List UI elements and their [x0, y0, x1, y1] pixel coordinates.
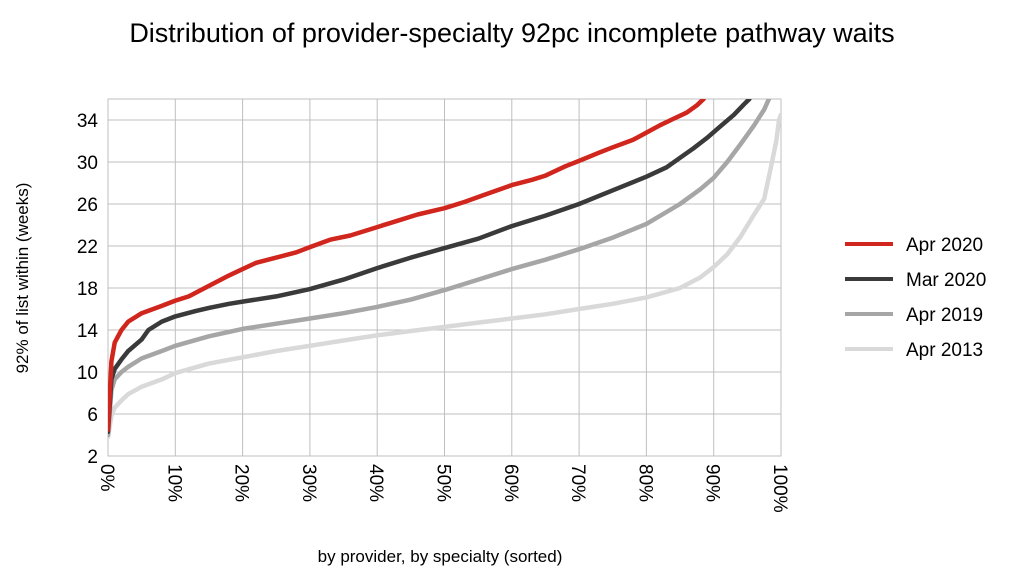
- x-tick-label: 50%: [433, 464, 454, 502]
- legend-label: Apr 2020: [906, 235, 983, 256]
- y-tick-label: 2: [87, 447, 98, 468]
- series-line-apr-2013: [108, 112, 781, 440]
- y-tick-label: 18: [77, 279, 98, 300]
- x-axis-label: by provider, by specialty (sorted): [318, 547, 563, 566]
- x-tick-label: 70%: [567, 464, 588, 502]
- y-tick-label: 6: [87, 405, 98, 426]
- x-tick-label: 30%: [298, 464, 319, 502]
- y-tick-label: 30: [77, 153, 98, 174]
- gridlines: [107, 99, 782, 457]
- x-tick-label: 20%: [231, 464, 252, 502]
- legend-label: Mar 2020: [906, 270, 986, 291]
- y-tick-label: 34: [77, 111, 99, 132]
- legend-label: Apr 2013: [906, 340, 983, 361]
- y-axis-label: 92% of list within (weeks): [13, 183, 32, 374]
- x-tick-label: 90%: [702, 464, 723, 502]
- series-line-apr-2019: [108, 99, 772, 438]
- x-axis: 0% 10% 20% 30% 40% 50% 60% 70% 80% 90% 100%: [96, 464, 790, 513]
- series-lines: [108, 99, 781, 440]
- x-tick-label: 100%: [769, 464, 790, 513]
- series-line-apr-2020: [108, 99, 706, 433]
- x-tick-label: 10%: [163, 464, 184, 502]
- x-tick-label: 60%: [500, 464, 521, 502]
- y-tick-label: 14: [77, 321, 99, 342]
- x-tick-label: 80%: [634, 464, 655, 502]
- plot-area-border: [107, 98, 782, 457]
- x-tick-label: 0%: [96, 464, 117, 492]
- chart-title: Distribution of provider-specialty 92pc …: [129, 18, 895, 48]
- legend: Apr 2020 Mar 2020 Apr 2019 Apr 2013: [845, 235, 986, 361]
- series-line-mar-2020: [108, 99, 752, 435]
- y-tick-label: 26: [77, 195, 98, 216]
- y-tick-label: 10: [77, 363, 98, 384]
- legend-label: Apr 2019: [906, 305, 983, 326]
- x-tick-label: 40%: [365, 464, 386, 502]
- y-tick-label: 22: [77, 237, 98, 258]
